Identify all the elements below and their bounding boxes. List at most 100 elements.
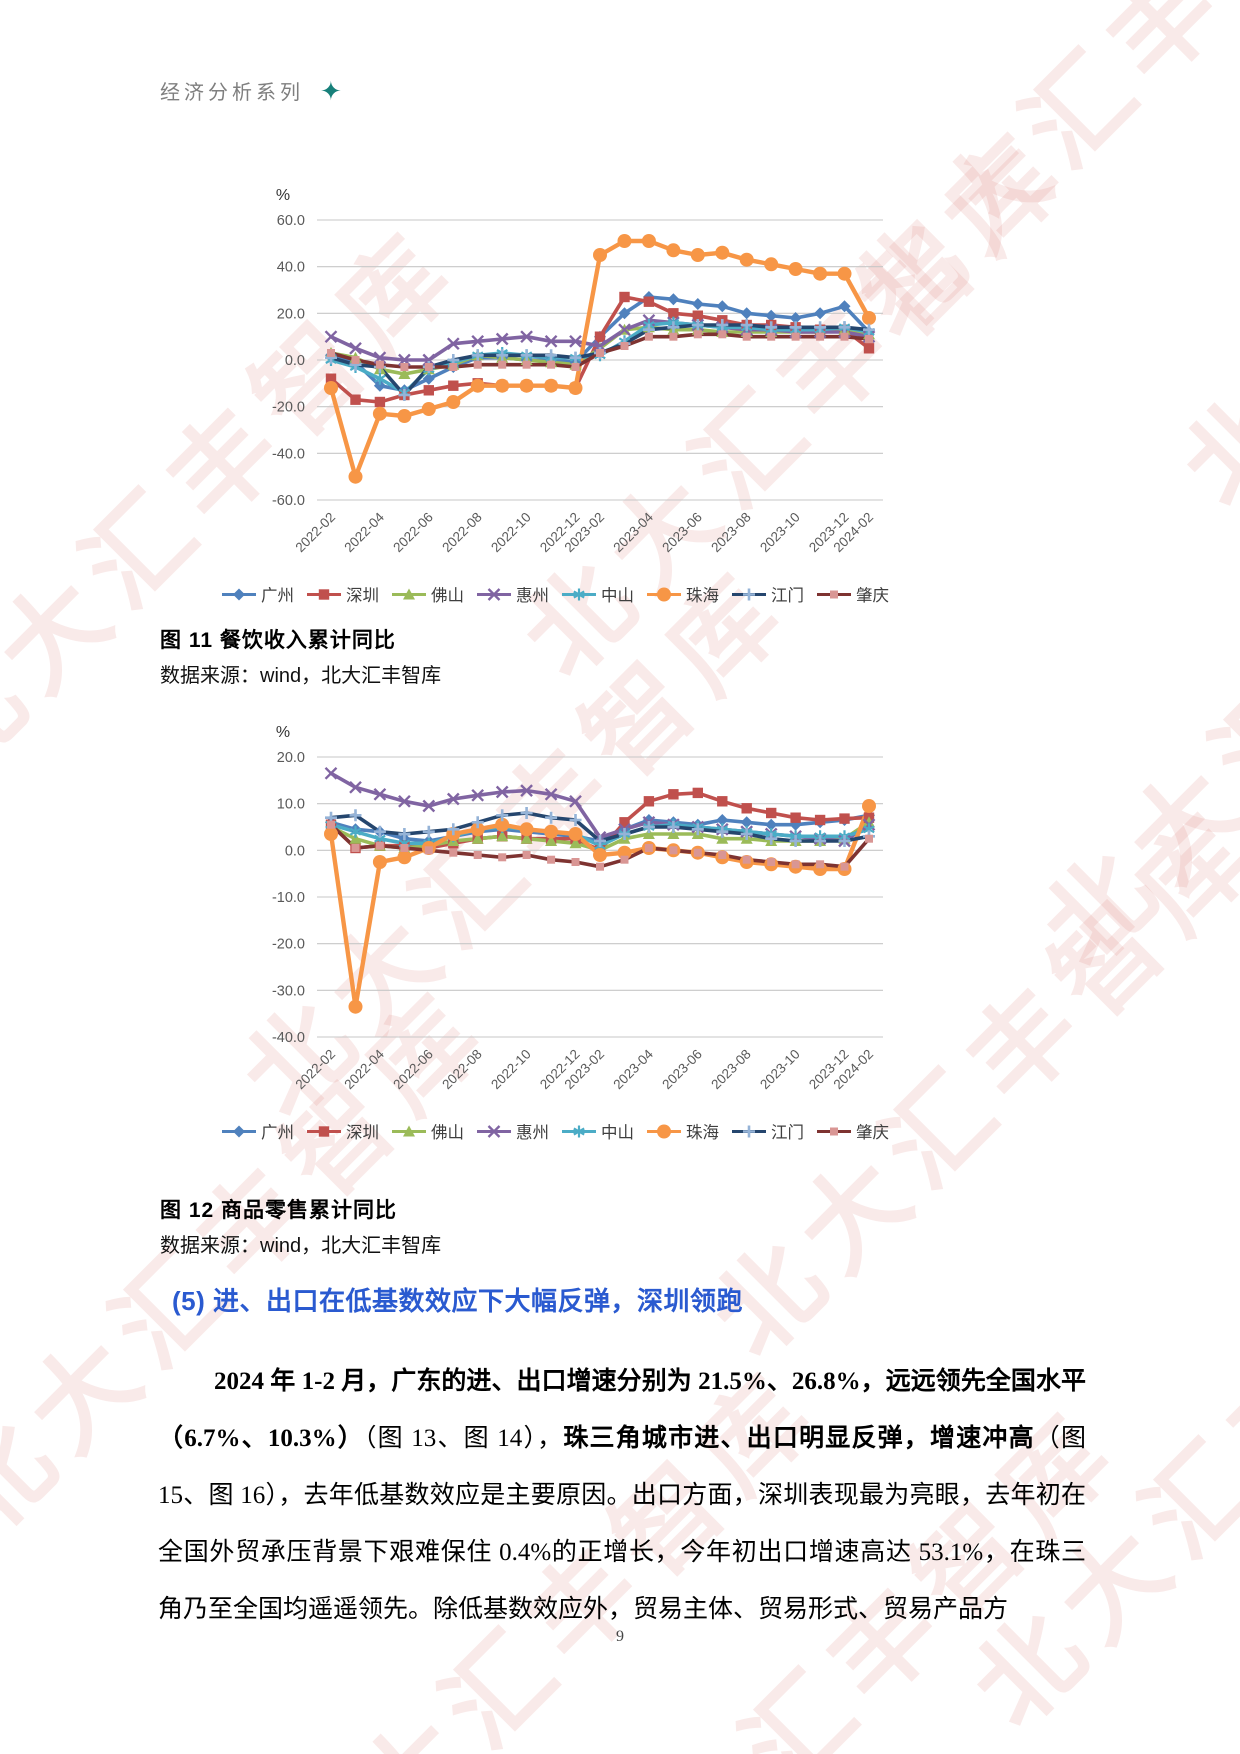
legend-label-huizhou: 惠州 <box>516 1124 549 1142</box>
svg-text:2023-08: 2023-08 <box>708 510 754 556</box>
figure-12-legend: 广州 深圳 佛山 惠州 中山 珠海 江门 肇庆 <box>205 1119 905 1143</box>
svg-text:0.0: 0.0 <box>285 353 305 369</box>
figure-12-source: 数据来源：wind，北大汇丰智库 <box>160 1235 442 1257</box>
legend-label-foshan: 佛山 <box>431 1124 464 1142</box>
figure-11-block: 60.0 40.0 20.0 0.0 -20.0 -40.0 -60.0% 2022-02 20… <box>205 180 905 606</box>
legend-item-jiangmen: 江门 <box>731 582 804 606</box>
legend-marker-zhongshan-icon <box>562 588 596 600</box>
legend-label-guangzhou: 广州 <box>261 1124 294 1142</box>
legend-label-guangzhou: 广州 <box>261 587 294 605</box>
svg-text:2023-10: 2023-10 <box>757 1047 803 1093</box>
legend-item-zhuhai: 珠海 <box>646 1119 719 1143</box>
svg-text:2022-08: 2022-08 <box>439 1047 485 1093</box>
legend-marker-huizhou-icon <box>477 1124 511 1138</box>
svg-text:0.0: 0.0 <box>285 843 305 859</box>
legend-item-zhuhai: 珠海 <box>646 582 719 606</box>
legend-marker-zhaoqing-icon <box>817 1127 851 1135</box>
legend-label-jiangmen: 江门 <box>771 1124 804 1142</box>
legend-item-guangzhou: 广州 <box>221 1119 294 1143</box>
legend-item-zhongshan: 中山 <box>561 1119 634 1143</box>
page-number: 9 <box>616 1628 624 1645</box>
sparkle-star-icon: ✦ <box>320 75 342 106</box>
figure-11-legend: 广州 深圳 佛山 惠州 中山 珠海 江门 肇庆 <box>205 582 905 606</box>
legend-label-zhaoqing: 肇庆 <box>856 1124 889 1142</box>
legend-marker-zhongshan-icon <box>562 1125 596 1137</box>
svg-text:2022-04: 2022-04 <box>341 1046 387 1092</box>
svg-text:2023-10: 2023-10 <box>757 510 803 556</box>
legend-marker-jiangmen-icon <box>732 1125 766 1137</box>
svg-text:2022-10: 2022-10 <box>488 1047 534 1093</box>
legend-item-zhaoqing: 肇庆 <box>816 1119 889 1143</box>
legend-label-zhuhai: 珠海 <box>686 587 719 605</box>
legend-item-guangzhou: 广州 <box>221 582 294 606</box>
figure-12-line-chart: 20.0 10.0 0.0 -10.0 -20.0 -30.0 -40.0% 2022-02 2… <box>205 717 905 1109</box>
svg-text:-40.0: -40.0 <box>272 1030 305 1046</box>
figure-12-caption: 图 12 商品零售累计同比 <box>160 1199 398 1222</box>
legend-label-shenzhen: 深圳 <box>346 1124 379 1142</box>
series-label: 经济分析系列 <box>160 82 304 104</box>
watermark-text: 北大汇丰智库 <box>1021 397 1240 989</box>
svg-text:%: % <box>276 187 290 204</box>
figure-11-caption: 图 11 餐饮收入累计同比 <box>160 629 396 652</box>
body-text-run: （图 13、图 14）， <box>363 1425 564 1452</box>
legend-item-zhaoqing: 肇庆 <box>816 582 889 606</box>
svg-text:-40.0: -40.0 <box>272 446 305 462</box>
legend-item-shenzhen: 深圳 <box>306 582 379 606</box>
legend-marker-zhuhai-icon <box>647 587 681 601</box>
watermark-text: 北大汇丰智库 <box>1161 0 1240 529</box>
figure-12-block: 20.0 10.0 0.0 -10.0 -20.0 -30.0 -40.0% 2022-02 2… <box>205 717 905 1143</box>
legend-marker-foshan-icon <box>392 588 426 599</box>
svg-text:2023-04: 2023-04 <box>610 1046 656 1092</box>
legend-label-zhuhai: 珠海 <box>686 1124 719 1142</box>
svg-text:2023-04: 2023-04 <box>610 509 656 555</box>
svg-text:2023-06: 2023-06 <box>659 510 705 556</box>
legend-marker-jiangmen-icon <box>732 588 766 600</box>
body-paragraph: 2024 年 1-2 月，广东的进、出口增速分别为 21.5%、26.8%，远远… <box>158 1353 1086 1638</box>
svg-text:60.0: 60.0 <box>277 213 305 229</box>
legend-item-jiangmen: 江门 <box>731 1119 804 1143</box>
svg-text:2023-06: 2023-06 <box>659 1047 705 1093</box>
svg-text:20.0: 20.0 <box>277 750 305 766</box>
svg-text:2022-04: 2022-04 <box>341 509 387 555</box>
legend-marker-guangzhou-icon <box>222 1125 256 1137</box>
svg-text:2022-02: 2022-02 <box>292 1047 338 1093</box>
svg-text:2022-02: 2022-02 <box>292 510 338 556</box>
legend-marker-shenzhen-icon <box>307 588 341 600</box>
svg-text:2022-06: 2022-06 <box>390 1047 436 1093</box>
svg-text:-60.0: -60.0 <box>272 493 305 509</box>
svg-text:20.0: 20.0 <box>277 306 305 322</box>
legend-item-shenzhen: 深圳 <box>306 1119 379 1143</box>
legend-marker-shenzhen-icon <box>307 1125 341 1137</box>
legend-marker-guangzhou-icon <box>222 588 256 600</box>
legend-marker-huizhou-icon <box>477 587 511 601</box>
legend-marker-zhaoqing-icon <box>817 590 851 598</box>
legend-label-jiangmen: 江门 <box>771 587 804 605</box>
legend-label-zhaoqing: 肇庆 <box>856 587 889 605</box>
body-text-run: （图 15、图 16），去年低基数效应是主要原因。出口方面，深圳表现最为亮眼，去… <box>158 1425 1086 1623</box>
figure-11-source: 数据来源：wind，北大汇丰智库 <box>160 665 442 687</box>
svg-text:2023-08: 2023-08 <box>708 1047 754 1093</box>
svg-text:2022-10: 2022-10 <box>488 510 534 556</box>
section-heading: (5) 进、出口在低基数效应下大幅反弹，深圳领跑 <box>172 1286 744 1316</box>
body-text-run: 珠三角城市进、出口明显反弹，增速冲高 <box>563 1425 1035 1452</box>
svg-text:40.0: 40.0 <box>277 260 305 276</box>
svg-text:2022-08: 2022-08 <box>439 510 485 556</box>
legend-item-huizhou: 惠州 <box>476 1119 549 1143</box>
legend-label-huizhou: 惠州 <box>516 587 549 605</box>
legend-item-foshan: 佛山 <box>391 582 464 606</box>
page-header: 经济分析系列 ✦ <box>160 76 342 105</box>
svg-text:-30.0: -30.0 <box>272 983 305 999</box>
svg-text:2022-06: 2022-06 <box>390 510 436 556</box>
legend-item-zhongshan: 中山 <box>561 582 634 606</box>
legend-item-huizhou: 惠州 <box>476 582 549 606</box>
svg-text:%: % <box>276 724 290 741</box>
legend-label-zhongshan: 中山 <box>601 1124 634 1142</box>
svg-text:-10.0: -10.0 <box>272 890 305 906</box>
legend-label-zhongshan: 中山 <box>601 587 634 605</box>
legend-marker-foshan-icon <box>392 1125 426 1136</box>
legend-label-foshan: 佛山 <box>431 587 464 605</box>
body-text-run: 2024 年 1-2 月，广东的进、出口增速分别为 21.5%、26.8%，远远… <box>158 1368 1086 1452</box>
svg-text:10.0: 10.0 <box>277 797 305 813</box>
legend-item-foshan: 佛山 <box>391 1119 464 1143</box>
